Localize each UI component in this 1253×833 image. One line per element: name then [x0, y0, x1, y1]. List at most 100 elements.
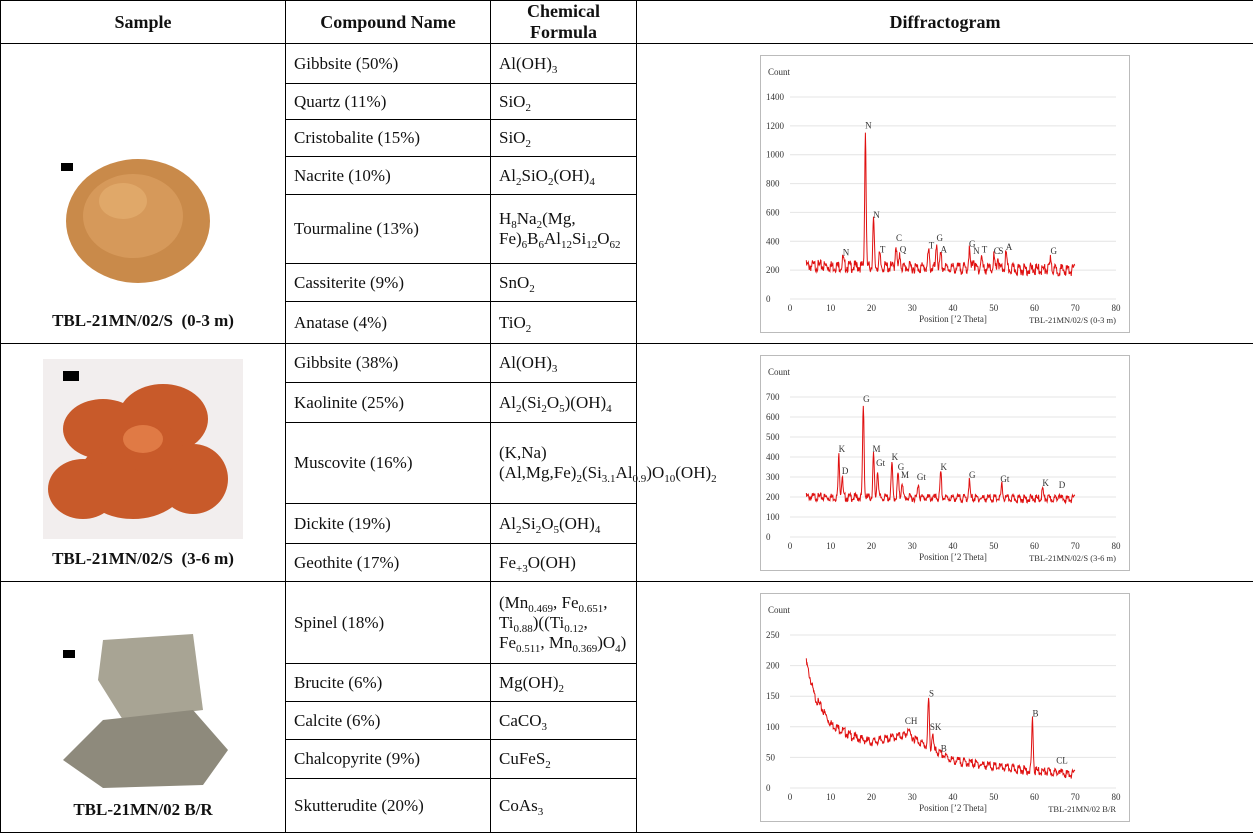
formula-text: (Si [522, 393, 542, 412]
formula-text: )(OH) [565, 393, 607, 412]
formula-text: SiO [499, 92, 525, 111]
sample-photo [43, 359, 243, 544]
compound-name: Anatase (4%) [286, 302, 491, 344]
table-row: TBL-21MN/02/S (3-6 m)Gibbsite (38%)Al(OH… [1, 344, 1253, 383]
chemical-formula: Al2(Si2O5)(OH)4 [491, 383, 637, 423]
photo-shape [98, 634, 203, 720]
x-tick-label: 50 [989, 792, 999, 802]
x-tick-label: 10 [826, 303, 836, 313]
y-tick-label: 800 [766, 178, 780, 188]
y-axis-title: Count [768, 67, 791, 77]
formula-text: (Si [582, 463, 602, 482]
formula-text: Al [616, 463, 633, 482]
peak-label: T [929, 240, 935, 250]
formula-subscript: +3 [516, 563, 528, 575]
x-tick-label: 70 [1071, 303, 1081, 313]
formula-text: (K,Na)(Al,Mg,Fe) [499, 443, 576, 482]
chemical-formula: CoAs3 [491, 779, 637, 833]
x-tick-label: 60 [1030, 792, 1040, 802]
compound-name: Geothite (17%) [286, 544, 491, 582]
header-cell: Compound Name [286, 1, 491, 44]
x-tick-label: 80 [1112, 541, 1122, 551]
peak-label: D [1059, 480, 1066, 490]
compound-name: Gibbsite (38%) [286, 344, 491, 383]
x-tick-label: 30 [908, 792, 918, 802]
formula-subscript: 2 [545, 759, 551, 771]
peak-label: G [969, 470, 976, 480]
chemical-formula: Al(OH)3 [491, 44, 637, 84]
peak-label: K [839, 444, 846, 454]
peak-label: CH [905, 715, 918, 725]
y-tick-label: 600 [766, 207, 780, 217]
peak-label: B [1032, 708, 1038, 718]
x-tick-label: 60 [1030, 541, 1040, 551]
formula-text: (OH) [553, 166, 589, 185]
formula-text: Na [517, 209, 537, 228]
formula-text: CoAs [499, 796, 538, 815]
compound-name: Tourmaline (13%) [286, 195, 491, 264]
x-tick-label: 20 [867, 792, 877, 802]
formula-subscript: 3 [552, 363, 558, 375]
formula-subscript: 0.651 [579, 603, 604, 615]
y-axis-title: Count [768, 367, 791, 377]
y-tick-label: 0 [766, 532, 771, 542]
x-tick-label: 10 [826, 792, 836, 802]
y-tick-label: 400 [766, 452, 780, 462]
formula-text: )((Ti [533, 613, 565, 632]
header-row: Sample Compound Name Chemical Formula Di… [1, 1, 1253, 44]
y-tick-label: 400 [766, 236, 780, 246]
compound-name: Quartz (11%) [286, 84, 491, 120]
scale-bar [63, 650, 75, 658]
compound-name: Cristobalite (15%) [286, 120, 491, 157]
y-tick-label: 1400 [766, 92, 785, 102]
table-body: TBL-21MN/02/S (0-3 m)Gibbsite (50%)Al(OH… [1, 44, 1253, 833]
formula-subscript: 2 [525, 138, 531, 150]
chart-caption: TBL-21MN/02/S (0-3 m) [1029, 315, 1116, 325]
header-cell: Sample [1, 1, 286, 44]
y-tick-label: 1200 [766, 120, 785, 130]
y-tick-label: 300 [766, 472, 780, 482]
y-tick-label: 200 [766, 660, 780, 670]
sample-photo [43, 610, 243, 795]
sample-name: TBL-21MN/02 B/R [5, 800, 281, 820]
compound-name: Chalcopyrite (9%) [286, 740, 491, 779]
chart-caption: TBL-21MN/02 B/R [1048, 804, 1116, 814]
formula-text: , Fe [553, 593, 579, 612]
compound-name: Cassiterite (9%) [286, 264, 491, 302]
x-tick-label: 60 [1030, 303, 1040, 313]
formula-text: Al(OH) [499, 353, 552, 372]
peak-label: N [973, 246, 980, 256]
peak-label: D [842, 466, 849, 476]
compound-name: Brucite (6%) [286, 664, 491, 702]
formula-text: Fe [499, 553, 516, 572]
formula-subscript: 62 [609, 239, 620, 251]
formula-text: (OH) [675, 463, 711, 482]
peak-label: K [892, 452, 899, 462]
formula-subscript: 0.369 [572, 643, 597, 655]
peak-label: B [941, 743, 947, 753]
x-tick-label: 70 [1071, 541, 1081, 551]
formula-subscript: 3.1 [602, 473, 616, 485]
x-tick-label: 40 [949, 792, 959, 802]
y-tick-label: 200 [766, 492, 780, 502]
x-tick-label: 30 [908, 541, 918, 551]
chemical-formula: CaCO3 [491, 702, 637, 740]
formula-text: O [547, 393, 559, 412]
x-tick-label: 20 [867, 303, 877, 313]
compound-name: Dickite (19%) [286, 504, 491, 544]
chart-caption: TBL-21MN/02/S (3-6 m) [1029, 553, 1116, 563]
x-tick-label: 70 [1071, 792, 1081, 802]
peak-label: K [1042, 478, 1049, 488]
x-axis-title: Position [’2 Theta] [919, 803, 987, 813]
formula-text: Al [499, 514, 516, 533]
compound-name: Spinel (18%) [286, 582, 491, 664]
photo-shape [99, 183, 147, 219]
formula-text: SiO [522, 166, 548, 185]
y-tick-label: 250 [766, 630, 780, 640]
